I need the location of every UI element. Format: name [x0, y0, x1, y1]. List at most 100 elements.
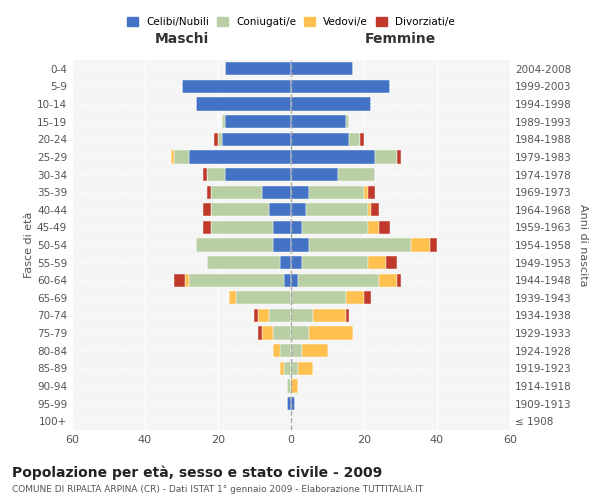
Bar: [185, 274, 189, 287]
Bar: [291, 203, 305, 216]
Bar: [291, 80, 389, 93]
Bar: [309, 186, 364, 198]
Bar: [258, 309, 269, 322]
Bar: [364, 186, 368, 198]
Bar: [379, 274, 397, 287]
Bar: [291, 150, 375, 164]
Text: COMUNE DI RIPALTA ARPINA (CR) - Dati ISTAT 1° gennaio 2009 - Elaborazione TUTTIT: COMUNE DI RIPALTA ARPINA (CR) - Dati IST…: [12, 485, 423, 494]
Legend: Celibi/Nubili, Coniugati/e, Vedovi/e, Divorziati/e: Celibi/Nubili, Coniugati/e, Vedovi/e, Di…: [127, 17, 455, 27]
Bar: [291, 309, 313, 322]
Bar: [284, 362, 291, 375]
Bar: [349, 132, 361, 146]
Bar: [280, 256, 291, 269]
Bar: [203, 203, 211, 216]
Bar: [207, 186, 211, 198]
Bar: [291, 62, 353, 76]
Bar: [262, 186, 291, 198]
Bar: [291, 291, 346, 304]
Bar: [430, 238, 437, 252]
Bar: [291, 168, 338, 181]
Bar: [291, 397, 295, 410]
Bar: [291, 256, 302, 269]
Bar: [236, 291, 291, 304]
Bar: [379, 221, 389, 234]
Bar: [170, 150, 174, 164]
Bar: [291, 186, 309, 198]
Bar: [346, 309, 349, 322]
Bar: [262, 326, 273, 340]
Bar: [305, 203, 368, 216]
Bar: [375, 150, 397, 164]
Text: Maschi: Maschi: [154, 32, 209, 46]
Bar: [226, 115, 291, 128]
Bar: [269, 203, 291, 216]
Bar: [207, 256, 280, 269]
Bar: [284, 274, 291, 287]
Bar: [302, 221, 368, 234]
Bar: [291, 274, 298, 287]
Bar: [203, 168, 207, 181]
Bar: [189, 274, 284, 287]
Bar: [226, 168, 291, 181]
Bar: [273, 344, 280, 358]
Bar: [386, 256, 397, 269]
Bar: [346, 291, 364, 304]
Bar: [298, 362, 313, 375]
Bar: [196, 98, 291, 110]
Bar: [368, 221, 379, 234]
Bar: [280, 344, 291, 358]
Bar: [287, 397, 291, 410]
Y-axis label: Fasce di età: Fasce di età: [24, 212, 34, 278]
Bar: [291, 98, 371, 110]
Bar: [364, 291, 371, 304]
Bar: [207, 168, 226, 181]
Bar: [302, 344, 328, 358]
Bar: [338, 168, 375, 181]
Bar: [258, 326, 262, 340]
Bar: [309, 238, 412, 252]
Bar: [203, 221, 211, 234]
Bar: [211, 186, 262, 198]
Bar: [397, 274, 401, 287]
Bar: [254, 309, 258, 322]
Bar: [346, 115, 349, 128]
Bar: [287, 380, 291, 392]
Bar: [368, 186, 375, 198]
Bar: [368, 203, 371, 216]
Bar: [313, 309, 346, 322]
Bar: [174, 150, 189, 164]
Bar: [309, 326, 353, 340]
Bar: [229, 291, 236, 304]
Bar: [221, 132, 291, 146]
Bar: [273, 326, 291, 340]
Bar: [397, 150, 401, 164]
Bar: [291, 362, 298, 375]
Text: Femmine: Femmine: [365, 32, 436, 46]
Bar: [291, 380, 298, 392]
Text: Popolazione per età, sesso e stato civile - 2009: Popolazione per età, sesso e stato civil…: [12, 465, 382, 479]
Bar: [298, 274, 379, 287]
Bar: [412, 238, 430, 252]
Bar: [291, 221, 302, 234]
Bar: [291, 132, 349, 146]
Bar: [291, 115, 346, 128]
Bar: [291, 238, 309, 252]
Bar: [182, 80, 291, 93]
Bar: [273, 221, 291, 234]
Bar: [280, 362, 284, 375]
Bar: [221, 115, 226, 128]
Bar: [189, 150, 291, 164]
Bar: [218, 132, 221, 146]
Bar: [291, 326, 309, 340]
Bar: [368, 256, 386, 269]
Y-axis label: Anni di nascita: Anni di nascita: [578, 204, 588, 286]
Bar: [226, 62, 291, 76]
Bar: [211, 203, 269, 216]
Bar: [302, 256, 368, 269]
Bar: [214, 132, 218, 146]
Bar: [273, 238, 291, 252]
Bar: [361, 132, 364, 146]
Bar: [269, 309, 291, 322]
Bar: [291, 344, 302, 358]
Bar: [196, 238, 273, 252]
